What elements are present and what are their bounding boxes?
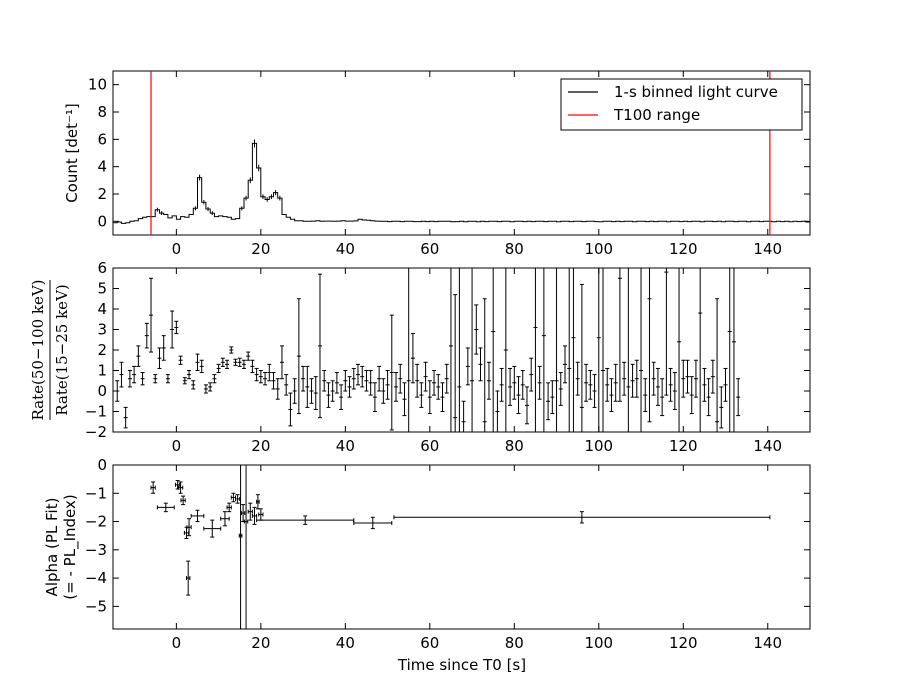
y-tick-label: 2 [97, 341, 107, 359]
x-tick-label: 0 [172, 240, 182, 258]
legend: 1-s binned light curve T100 range [560, 78, 803, 131]
x-tick-label: 120 [669, 634, 698, 652]
x-tick-label: 20 [251, 437, 270, 455]
y-axis-title: Count [det⁻¹] [63, 103, 81, 203]
y-axis-title: Rate(50−100 keV) Rate(15−25 keV) [29, 279, 71, 420]
x-tick-label: 120 [669, 437, 698, 455]
x-tick-label: 80 [505, 634, 524, 652]
y-tick-label: −3 [85, 541, 107, 559]
x-tick-label: 60 [420, 437, 439, 455]
x-tick-label: 140 [753, 240, 782, 258]
light-curve-line [113, 142, 810, 224]
x-tick-label: 0 [172, 437, 182, 455]
y-tick-label: −1 [85, 403, 107, 421]
y-tick-label: 3 [97, 321, 107, 339]
x-tick-label: 0 [172, 634, 182, 652]
axis-ticks: 0 20 40 60 80 100 120 140 0 2 4 6 8 10 [88, 71, 810, 258]
hardness-ratio-points [115, 268, 741, 432]
x-axis-title: Time since T0 [s] [397, 656, 526, 674]
y-tick-label: 10 [88, 76, 107, 94]
y-tick-label: 8 [97, 103, 107, 121]
x-tick-label: 100 [584, 634, 613, 652]
y-tick-label: −2 [85, 423, 107, 441]
x-tick-label: 20 [251, 240, 270, 258]
x-tick-label: 40 [336, 437, 355, 455]
x-tick-label: 80 [505, 437, 524, 455]
alpha-panel: 0 20 40 60 80 100 120 140 −5 −4 −3 −2 −1 0 Alpha (PL … [43, 456, 811, 674]
legend-label-light-curve: 1-s binned light curve [614, 83, 778, 101]
x-tick-label: 140 [753, 437, 782, 455]
x-tick-label: 100 [584, 240, 613, 258]
x-tick-label: 40 [336, 634, 355, 652]
x-tick-label: 40 [336, 240, 355, 258]
x-tick-label: 20 [251, 634, 270, 652]
y-tick-label: 6 [97, 130, 107, 148]
legend-box [560, 78, 803, 131]
legend-label-t100: T100 range [613, 106, 700, 124]
y-axis-title-numerator: Rate(50−100 keV) [29, 279, 47, 420]
y-tick-label: 5 [97, 280, 107, 298]
y-tick-label: 4 [97, 300, 107, 318]
plot-frame [112, 267, 811, 433]
y-tick-label: 0 [97, 382, 107, 400]
y-tick-label: 6 [97, 259, 107, 277]
y-tick-label: 0 [97, 212, 107, 230]
y-tick-label: 0 [97, 456, 107, 474]
y-tick-label: 1 [97, 362, 107, 380]
y-axis-title-line2: (= - PL_Index) [61, 494, 80, 599]
y-tick-label: −1 [85, 484, 107, 502]
x-tick-label: 120 [669, 240, 698, 258]
x-tick-label: 80 [505, 240, 524, 258]
x-tick-label: 60 [420, 634, 439, 652]
plot-frame [112, 464, 811, 630]
y-axis-title-denominator: Rate(15−25 keV) [53, 284, 71, 416]
y-tick-label: −2 [85, 513, 107, 531]
y-tick-label: 4 [97, 158, 107, 176]
x-tick-label: 100 [584, 437, 613, 455]
axis-ticks: 0 20 40 60 80 100 120 140 −2 −1 0 1 2 3 4 5 6 [85, 259, 810, 455]
x-tick-label: 140 [753, 634, 782, 652]
y-tick-label: −5 [85, 597, 107, 615]
x-tick-label: 60 [420, 240, 439, 258]
axis-ticks: 0 20 40 60 80 100 120 140 −5 −4 −3 −2 −1 0 [85, 456, 810, 652]
y-axis-title-line1: Alpha (PL Fit) [43, 498, 61, 597]
y-tick-label: −4 [85, 569, 107, 587]
plot-frame [112, 70, 811, 236]
hardness-ratio-panel: 0 20 40 60 80 100 120 140 −2 −1 0 1 2 3 4 5 6 Rate(50−10… [29, 259, 811, 455]
y-tick-label: 2 [97, 185, 107, 203]
alpha-points [150, 465, 771, 629]
